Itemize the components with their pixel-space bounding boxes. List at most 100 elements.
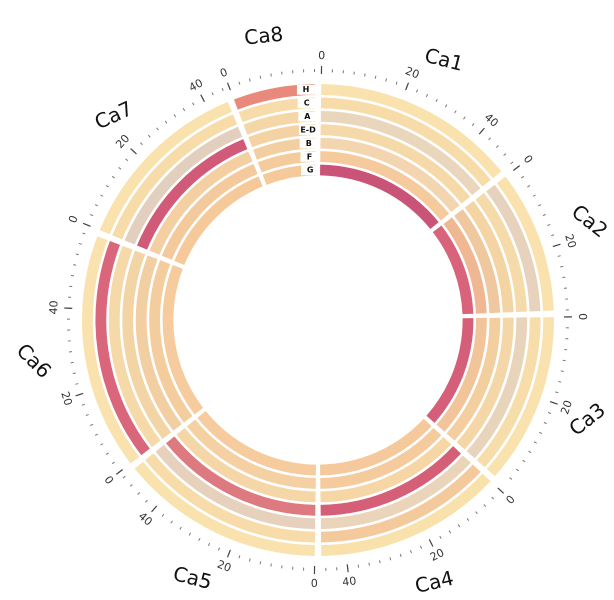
minor-tick <box>198 537 201 542</box>
minor-tick <box>527 185 531 188</box>
track-arc <box>321 473 491 556</box>
tick-label: 20 <box>558 399 575 417</box>
minor-tick <box>503 153 507 156</box>
track-arc <box>446 317 501 441</box>
minor-tick <box>547 223 551 227</box>
minor-tick <box>105 185 109 188</box>
track-label: G <box>307 166 314 175</box>
track-label-bg <box>296 84 315 95</box>
minor-tick <box>475 511 478 515</box>
track-arc <box>243 110 316 135</box>
minor-tick <box>170 520 173 524</box>
major-tick <box>478 127 485 135</box>
chromosome-label: Ca8 <box>243 22 284 50</box>
minor-tick <box>491 496 495 500</box>
track-arc <box>320 164 439 229</box>
track-arc <box>95 241 150 456</box>
track-arc <box>165 436 316 516</box>
minor-tick <box>90 213 94 217</box>
track-arc <box>464 201 514 313</box>
minor-tick <box>122 475 126 479</box>
track-arc <box>466 317 528 459</box>
minor-tick <box>192 102 195 106</box>
tick-label: 0 <box>318 49 325 62</box>
major-tick <box>549 401 558 405</box>
track-arc <box>320 110 481 196</box>
minor-tick <box>70 274 75 277</box>
minor-tick <box>238 81 241 85</box>
major-tick <box>428 539 434 547</box>
track-arc <box>145 453 316 543</box>
track-arc <box>122 250 172 439</box>
minor-tick <box>270 563 272 567</box>
tick-label: 0 <box>101 473 116 486</box>
minor-tick <box>495 145 499 148</box>
minor-tick <box>100 194 104 197</box>
minor-tick <box>488 137 491 141</box>
track-arc <box>436 317 487 432</box>
major-tick <box>151 505 158 513</box>
minor-tick <box>558 380 562 383</box>
track-arc <box>486 317 554 477</box>
minor-tick <box>555 391 559 394</box>
minor-tick <box>211 92 214 96</box>
major-tick <box>115 469 124 475</box>
track-arc <box>432 225 474 315</box>
minor-tick <box>221 87 224 92</box>
chromosome-label: Ca7 <box>91 96 136 134</box>
minor-tick <box>368 562 370 566</box>
track-arc <box>475 192 527 313</box>
minor-tick <box>238 555 241 559</box>
minor-tick <box>173 114 177 118</box>
chromosome-label: Ca5 <box>171 561 215 594</box>
minor-tick <box>94 433 99 436</box>
major-tick <box>226 549 231 558</box>
minor-tick <box>522 459 526 463</box>
track-arc <box>320 437 452 503</box>
track-arc <box>486 184 541 312</box>
minor-tick <box>542 213 546 217</box>
minor-tick <box>118 167 122 170</box>
tick-label: 20 <box>113 132 132 151</box>
track-label: B <box>306 139 312 148</box>
minor-tick <box>399 553 402 557</box>
minor-tick <box>217 547 221 551</box>
minor-tick <box>419 545 423 549</box>
minor-tick <box>551 234 555 237</box>
tick-label: 0 <box>521 153 536 166</box>
track-label-bg <box>299 138 318 149</box>
minor-tick <box>125 158 129 162</box>
minor-tick <box>509 477 513 480</box>
track-arc <box>233 84 315 110</box>
tick-label: 40 <box>342 574 357 589</box>
track-arc <box>134 461 315 556</box>
minor-tick <box>415 89 419 93</box>
minor-tick <box>100 443 104 446</box>
major-tick <box>512 165 521 171</box>
track-arc <box>496 176 554 311</box>
track-arc <box>137 139 248 250</box>
chromosome-label: Ca4 <box>413 566 456 598</box>
tick-label: 20 <box>403 64 421 81</box>
tick-label: 20 <box>428 546 446 564</box>
minor-tick <box>145 499 148 503</box>
minor-tick <box>182 108 186 112</box>
minor-tick <box>448 530 452 534</box>
track-arc <box>320 124 471 204</box>
tick-label: 0 <box>311 577 318 590</box>
minor-tick <box>471 123 475 127</box>
major-tick <box>130 148 137 155</box>
minor-tick <box>547 411 552 414</box>
track-arc <box>320 418 432 476</box>
track-arc <box>320 446 462 516</box>
track-arc <box>197 411 316 476</box>
track-arc <box>82 236 140 464</box>
tick-label: 40 <box>482 111 501 130</box>
minor-tick <box>562 276 566 279</box>
track-arc <box>176 427 316 503</box>
minor-tick <box>259 561 262 565</box>
tick-label: 20 <box>562 232 579 249</box>
minor-tick <box>105 452 109 455</box>
minor-tick <box>81 403 85 406</box>
